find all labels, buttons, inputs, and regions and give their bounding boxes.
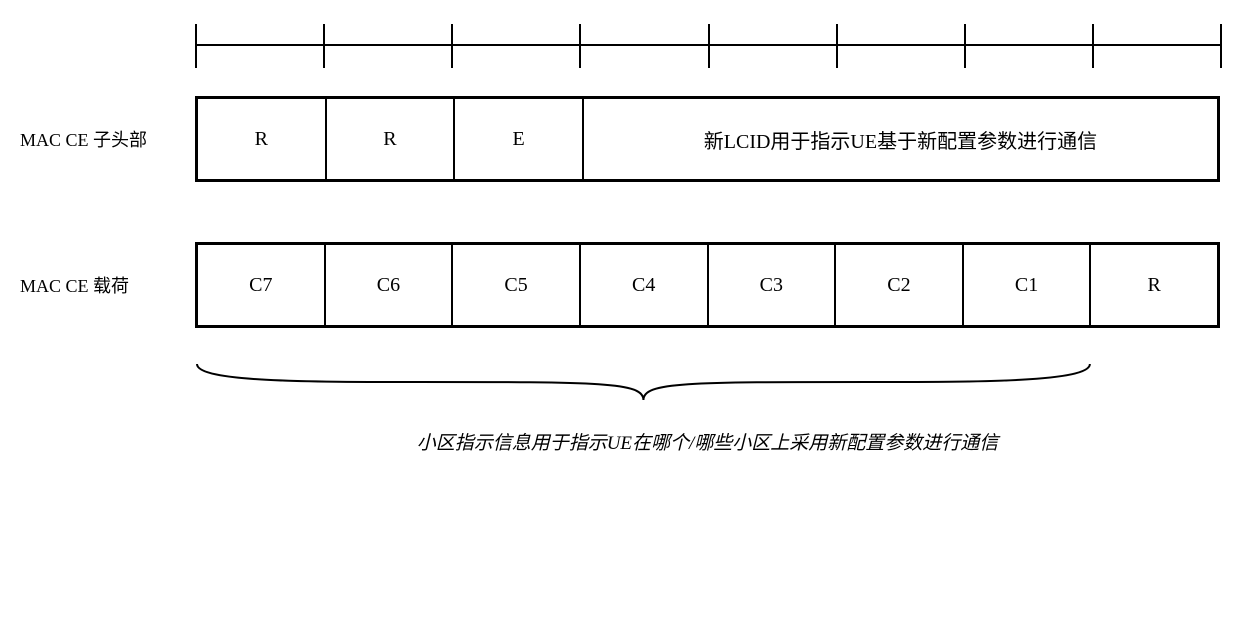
payload-label: MAC CE 载荷 bbox=[20, 272, 195, 298]
subheader-cell: 新LCID用于指示UE基于新配置参数进行通信 bbox=[584, 99, 1217, 179]
ruler-tick bbox=[964, 24, 966, 68]
payload-cell: C7 bbox=[198, 245, 326, 325]
payload-cell: R bbox=[1091, 245, 1217, 325]
caption-text: 小区指示信息用于指示UE在哪个/哪些小区上采用新配置参数进行通信 bbox=[195, 428, 1220, 455]
payload-cell: C5 bbox=[453, 245, 581, 325]
payload-cell: C1 bbox=[964, 245, 1092, 325]
payload-cells: C7C6C5C4C3C2C1R bbox=[195, 242, 1220, 328]
payload-cell: C4 bbox=[581, 245, 709, 325]
subheader-cell: R bbox=[327, 99, 456, 179]
ruler-tick bbox=[836, 24, 838, 68]
payload-cell: C6 bbox=[326, 245, 454, 325]
brace-wrap bbox=[195, 358, 1220, 418]
subheader-cells: RRE新LCID用于指示UE基于新配置参数进行通信 bbox=[195, 96, 1220, 182]
payload-cell: C3 bbox=[709, 245, 837, 325]
ruler-tick bbox=[579, 24, 581, 68]
ruler-tick bbox=[1220, 24, 1222, 68]
subheader-label: MAC CE 子头部 bbox=[20, 126, 195, 152]
payload-cell: C2 bbox=[836, 245, 964, 325]
mac-ce-subheader-row: MAC CE 子头部 RRE新LCID用于指示UE基于新配置参数进行通信 bbox=[20, 96, 1220, 182]
ruler-tick bbox=[708, 24, 710, 68]
ruler-tick bbox=[195, 24, 197, 68]
bit-ruler bbox=[195, 20, 1220, 76]
subheader-cell: E bbox=[455, 99, 584, 179]
ruler-tick bbox=[323, 24, 325, 68]
mac-ce-payload-row: MAC CE 载荷 C7C6C5C4C3C2C1R bbox=[20, 242, 1220, 328]
curly-brace-icon bbox=[195, 358, 1092, 413]
subheader-cell: R bbox=[198, 99, 327, 179]
ruler-tick bbox=[451, 24, 453, 68]
ruler-tick bbox=[1092, 24, 1094, 68]
